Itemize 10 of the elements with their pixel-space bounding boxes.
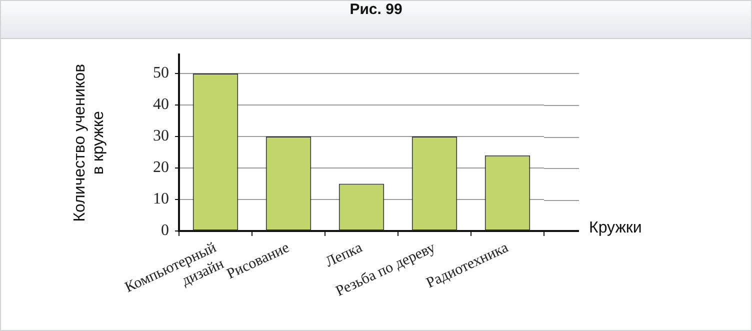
y-tick-label: 40 bbox=[153, 96, 169, 114]
y-tick-label: 10 bbox=[153, 190, 169, 208]
chart-title: Рис. 99 bbox=[1, 1, 751, 39]
y-axis-title: Количество учеников в кружке bbox=[72, 64, 108, 222]
y-tick-label: 0 bbox=[161, 222, 169, 240]
x-axis-title: Кружки bbox=[589, 219, 642, 236]
y-tick-label: 50 bbox=[153, 64, 169, 82]
y-tick-label: 30 bbox=[153, 128, 169, 145]
y-tick-label: 20 bbox=[153, 159, 169, 176]
x-tick-label: Лепка bbox=[323, 240, 366, 271]
